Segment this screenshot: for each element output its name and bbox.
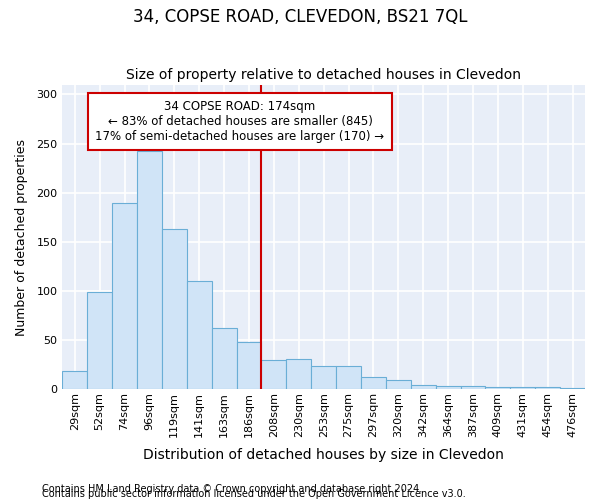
Bar <box>87 292 112 390</box>
Title: Size of property relative to detached houses in Clevedon: Size of property relative to detached ho… <box>126 68 521 82</box>
Bar <box>411 384 436 390</box>
Bar <box>336 366 361 390</box>
Bar <box>461 386 485 390</box>
Bar <box>485 386 511 390</box>
Bar <box>137 152 162 390</box>
Bar <box>436 386 461 390</box>
Bar <box>386 380 411 390</box>
Bar <box>112 202 137 390</box>
Text: Contains HM Land Registry data © Crown copyright and database right 2024.: Contains HM Land Registry data © Crown c… <box>42 484 422 494</box>
Text: 34 COPSE ROAD: 174sqm
← 83% of detached houses are smaller (845)
17% of semi-det: 34 COPSE ROAD: 174sqm ← 83% of detached … <box>95 100 385 143</box>
Bar <box>262 360 286 390</box>
Bar <box>187 282 212 390</box>
Bar <box>560 388 585 390</box>
Text: Contains public sector information licensed under the Open Government Licence v3: Contains public sector information licen… <box>42 489 466 499</box>
Text: 34, COPSE ROAD, CLEVEDON, BS21 7QL: 34, COPSE ROAD, CLEVEDON, BS21 7QL <box>133 8 467 26</box>
Bar <box>311 366 336 390</box>
Bar <box>162 229 187 390</box>
Bar <box>62 371 87 390</box>
Y-axis label: Number of detached properties: Number of detached properties <box>15 138 28 336</box>
Bar <box>361 376 386 390</box>
Bar <box>511 386 535 390</box>
X-axis label: Distribution of detached houses by size in Clevedon: Distribution of detached houses by size … <box>143 448 504 462</box>
Bar <box>212 328 236 390</box>
Bar <box>286 359 311 390</box>
Bar <box>535 386 560 390</box>
Bar <box>236 342 262 390</box>
